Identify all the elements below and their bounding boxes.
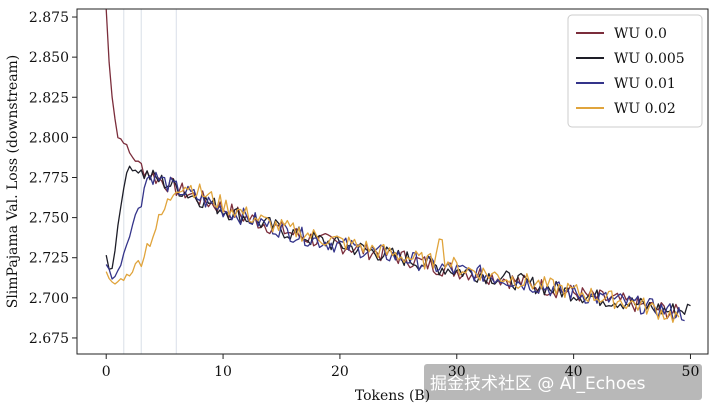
y-axis-title: SlimPajama Val. Loss (downstream)	[5, 55, 21, 309]
warmup-marker-lines	[123, 9, 177, 354]
y-axis: 2.675 2.700 2.725 2.750 2.775 2.800 2.825 2.850…	[29, 10, 77, 347]
legend-label: WU 0.01	[614, 76, 676, 92]
x-tick-label: 20	[331, 364, 349, 380]
y-tick-label: 2.875	[29, 10, 69, 26]
series-lines	[105, 9, 691, 323]
legend-label: WU 0.02	[614, 101, 676, 117]
x-tick-label: 0	[102, 364, 111, 380]
series-line-wu-0-02	[105, 183, 680, 323]
legend-label: WU 0.0	[614, 26, 667, 42]
y-tick-label: 2.750	[29, 211, 69, 227]
y-tick-label: 2.825	[29, 90, 69, 106]
watermark-backdrop	[424, 364, 702, 400]
watermark: 掘金技术社区 @ AI_Echoes	[424, 364, 702, 400]
x-tick-label: 30	[448, 364, 466, 380]
legend: WU 0.0 WU 0.005 WU 0.01 WU 0.02	[567, 14, 703, 128]
y-tick-label: 2.700	[29, 291, 69, 307]
x-tick-label: 50	[682, 364, 700, 380]
legend-box	[567, 14, 703, 128]
y-tick-label: 2.725	[29, 251, 69, 267]
x-axis-title: Tokens (B)	[355, 388, 430, 404]
y-tick-label: 2.800	[29, 130, 69, 146]
x-axis: 0 10 20 30 40 50	[102, 354, 700, 380]
x-tick-label: 40	[565, 364, 583, 380]
y-tick-label: 2.850	[29, 50, 69, 66]
legend-label: WU 0.005	[614, 51, 685, 67]
plot-frame	[76, 8, 709, 355]
watermark-text: 掘金技术社区 @ AI_Echoes	[430, 374, 646, 394]
y-tick-label: 2.675	[29, 331, 69, 347]
x-tick-label: 10	[214, 364, 232, 380]
y-tick-label: 2.775	[29, 170, 69, 186]
